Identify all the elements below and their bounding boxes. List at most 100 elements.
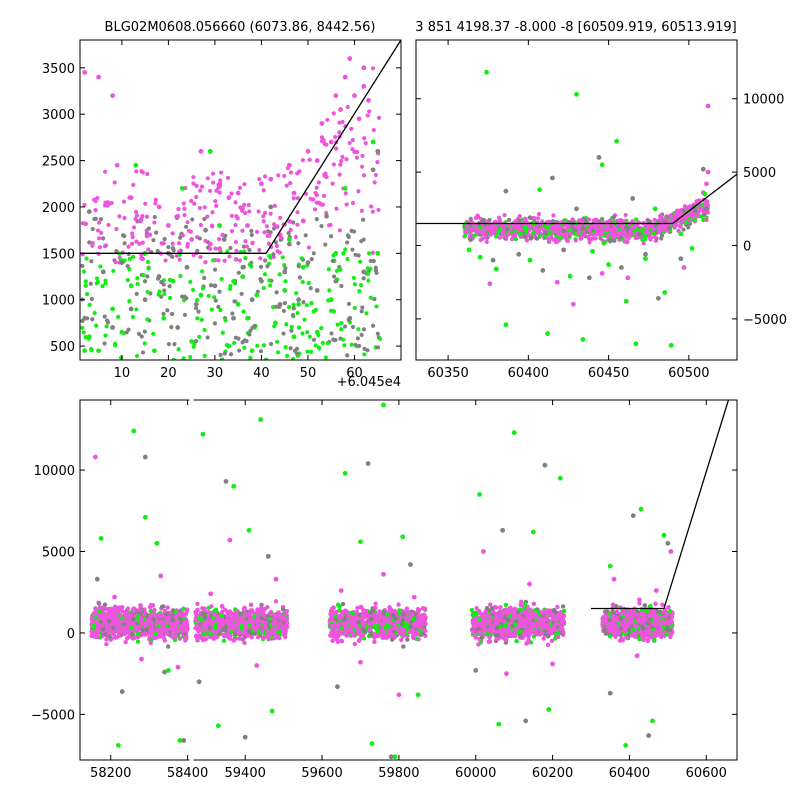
p1-cloud-point [258,256,262,260]
p2-series-gray-point [678,256,683,261]
p1-cloud-point [332,162,336,166]
p3-cloud-point [156,624,160,628]
p3-cloud-point [207,610,211,614]
p1-series-gray-point [268,205,273,210]
p1-cloud-point [230,214,234,218]
p3-cloud-point [328,623,332,627]
p1-cloud-point [168,284,172,288]
p3-cloud-point [198,633,202,637]
p1-cloud-point [339,159,343,163]
p1-cloud-point [334,147,338,151]
p1-cloud-point [141,257,145,261]
p1-cloud-point [140,214,144,218]
p1-cloud-point [345,240,349,244]
p3-cloud-point [117,605,121,609]
p1-series-pink-point [333,93,338,98]
p1-cloud-point [198,255,202,259]
p1-cloud-point [282,174,286,178]
p1-cloud-point [350,229,354,233]
p3-cloud-point [214,630,218,634]
p1-cloud-point [85,292,89,296]
p1-cloud-point [195,316,199,320]
p3-cloud-point [167,615,171,619]
p1-cloud-point [92,198,96,202]
p1-series-gray-point [101,269,106,274]
p2-cloud-point [501,231,505,235]
p1-cloud-point [262,286,266,290]
p3-cloud-point [359,605,363,609]
p1-series-pink-point [320,121,325,126]
p3-cloud-point [209,619,213,623]
p1-cloud-point [95,281,99,285]
p1-cloud-point [278,250,282,254]
p2-series-green-point [484,70,489,75]
p2-series-pink-point [555,280,560,285]
p3-cloud-point [231,617,235,621]
p2-cloud-point [476,215,480,219]
p1-cloud-point [267,242,271,246]
p2-series-gray-point [656,296,661,301]
p1-cloud-point [168,296,172,300]
p2-cloud-point [570,217,574,221]
p1-cloud-point [325,175,329,179]
p1-cloud-point [152,220,156,224]
p1-cloud-point [178,274,182,278]
p1-series-green-point [82,348,87,353]
p3-cloud-point [160,605,164,609]
p1-cloud-point [314,308,318,312]
p2-cloud-point [574,238,578,242]
p3-cloud-point [222,638,226,642]
p2-cloud-point [689,212,693,216]
p1-cloud-point [195,298,199,302]
p1-cloud-point [135,213,139,217]
p3-cloud-point [399,638,403,642]
p2-series-green-point [614,139,619,144]
p1-cloud-point [228,246,232,250]
p1-cloud-point [202,217,206,221]
p1-cloud-point [359,239,363,243]
p2-cloud-point [463,234,467,238]
p1-series-gray-point [296,297,301,302]
p1-series-gray-point [361,269,366,274]
p2-cloud-point [705,203,709,207]
p1-cloud-point [121,233,125,237]
p1-cloud-point [366,278,370,282]
p1-cloud-point [81,221,85,225]
p3-cloud-point [231,638,235,642]
p1-cloud-point [200,318,204,322]
p1-cloud-point [135,276,139,280]
p1-cloud-point [146,260,150,264]
p1-series-gray-point [333,279,338,284]
p3-cloud-point [174,614,178,618]
p2-cloud-point [472,234,476,238]
p1-cloud-point [208,247,212,251]
p3-cloud-point [166,644,170,648]
p1-cloud-point [143,330,147,334]
p2-x-tick-label: 60500 [668,366,709,381]
p1-series-pink-point [166,223,171,228]
p1-series-pink-point [329,140,334,145]
p2-cloud-point [624,225,628,229]
p1-cloud-point [220,233,224,237]
p2-cloud-point [697,209,701,213]
p1-cloud-point [248,262,252,266]
p1-cloud-point [94,208,98,212]
p1-cloud-point [257,248,261,252]
p2-cloud-point [704,218,708,222]
p1-series-pink-point [208,242,213,247]
p1-cloud-point [167,342,171,346]
p2-series-gray-point [528,215,533,220]
p1-cloud-point [256,209,260,213]
p1-cloud-point [143,202,147,206]
p1-series-green-point [199,293,204,298]
p1-cloud-point [229,191,233,195]
p2-series-green-point [669,343,674,348]
p3-cloud-point [372,640,376,644]
p2-series-green-point [537,187,542,192]
p1-cloud-point [259,265,263,269]
p1-series-gray-point [278,302,283,307]
p3-cloud-point [353,642,357,646]
p1-cloud-point [300,256,304,260]
p1-cloud-point [184,296,188,300]
p1-series-pink-point [366,98,371,103]
